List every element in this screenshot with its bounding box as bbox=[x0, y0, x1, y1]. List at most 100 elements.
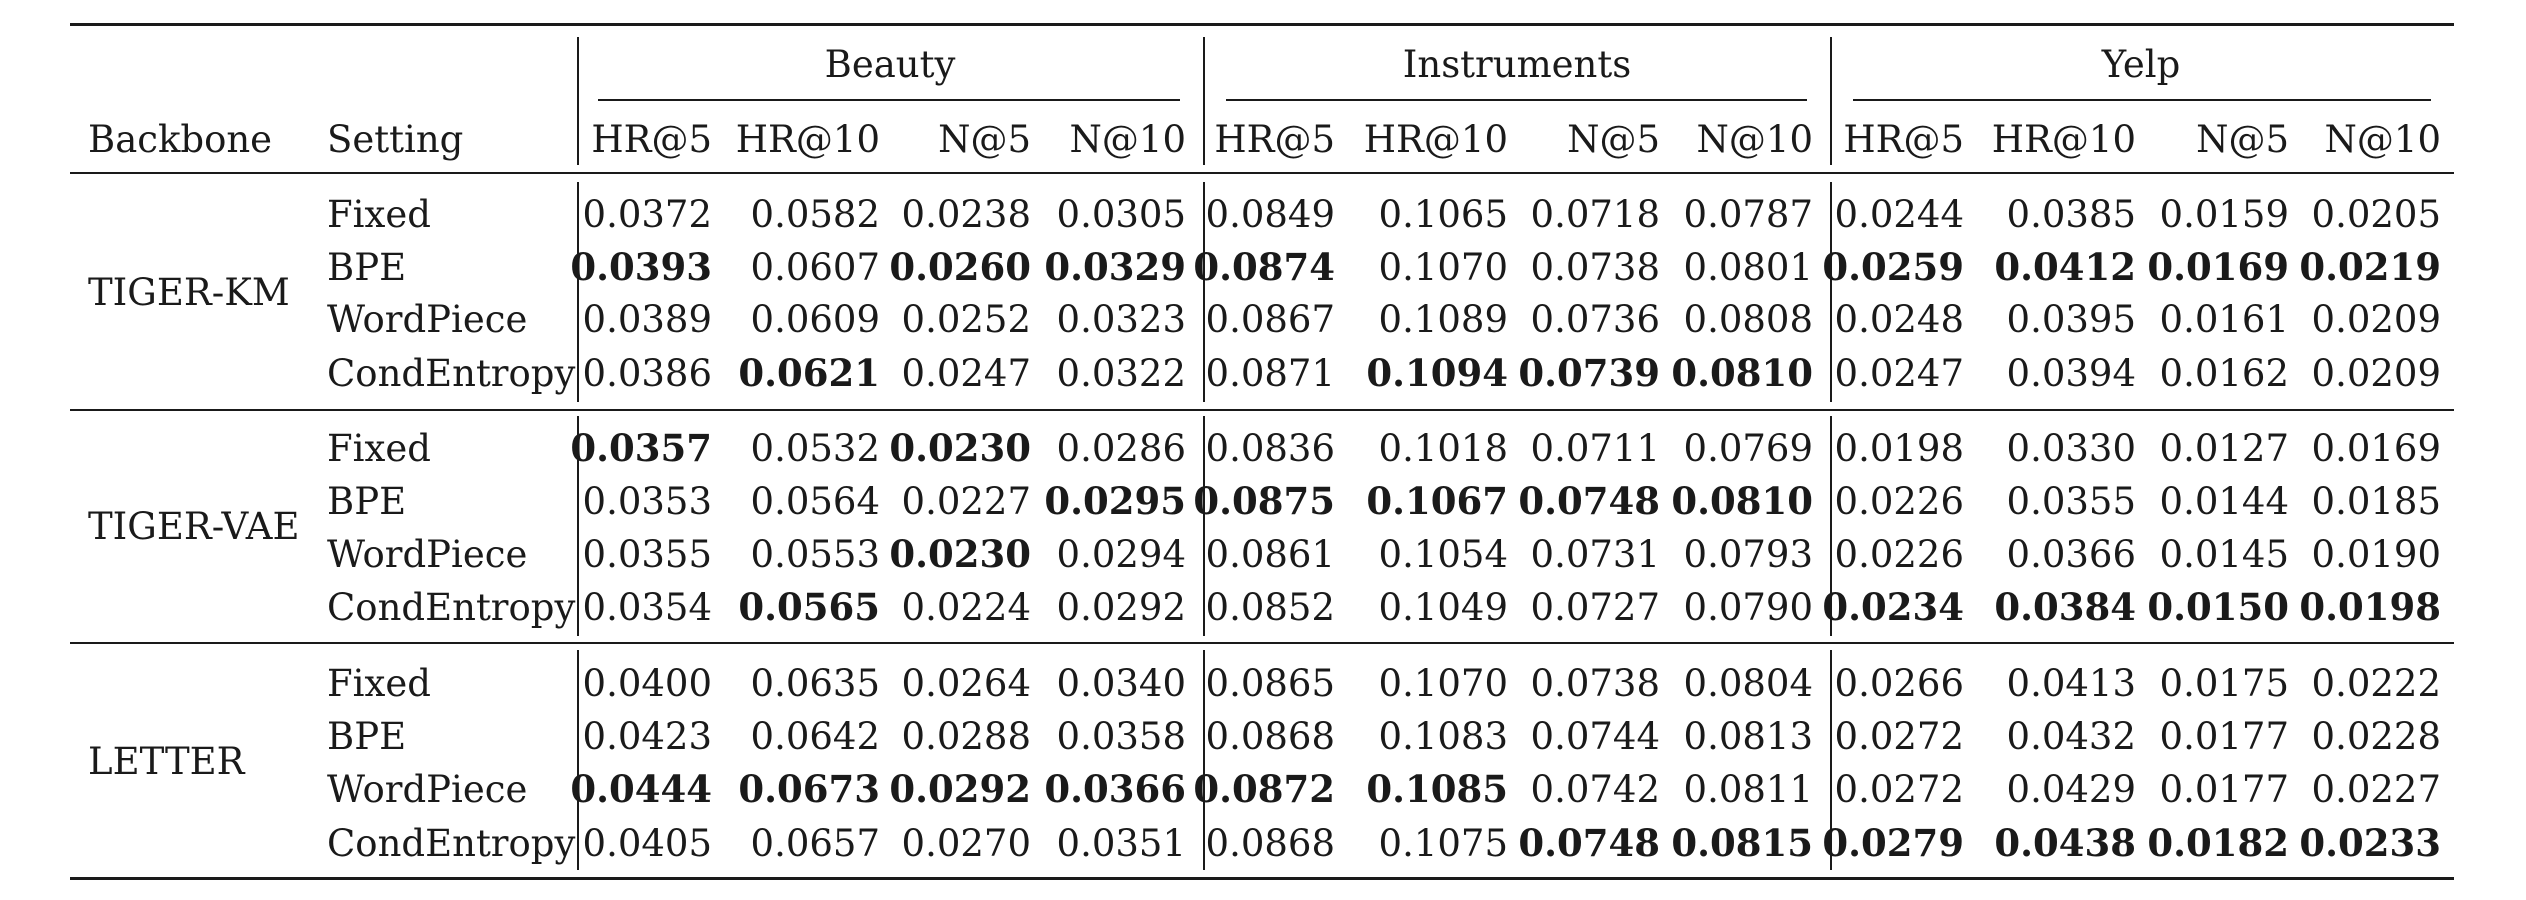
table-cell: 0.0852 bbox=[1205, 586, 1335, 629]
table-cell: 0.0871 bbox=[1205, 352, 1335, 395]
table-cell: 0.0219 bbox=[2299, 245, 2441, 289]
table-cell: 0.0875 bbox=[1193, 479, 1335, 523]
table-cell: 0.0386 bbox=[582, 352, 712, 395]
table-cell: 0.0582 bbox=[750, 193, 880, 236]
table-cell: 0.0329 bbox=[1044, 245, 1186, 289]
table-cell: 0.0209 bbox=[2311, 352, 2441, 395]
table-cell: 0.1049 bbox=[1378, 586, 1508, 629]
block1-vrule-2 bbox=[1203, 182, 1205, 402]
metric-header-nat10-instruments: N@10 bbox=[1696, 118, 1813, 161]
table-cell: 0.0642 bbox=[750, 715, 880, 758]
table-cell: 0.0355 bbox=[2006, 480, 2136, 523]
table-cell: 0.0738 bbox=[1530, 246, 1660, 289]
header-vrule-2 bbox=[1203, 37, 1205, 165]
block3-vrule-2 bbox=[1203, 650, 1205, 870]
metric-header-hrat5-instruments: HR@5 bbox=[1214, 118, 1335, 161]
table-cell: 0.0790 bbox=[1683, 586, 1813, 629]
table-cell: 0.0175 bbox=[2159, 662, 2289, 705]
table-cell: 0.0389 bbox=[582, 298, 712, 341]
table-cell: 0.1067 bbox=[1366, 479, 1508, 523]
table-cell: 0.0718 bbox=[1530, 193, 1660, 236]
setting-label: Fixed bbox=[327, 193, 431, 236]
block-rule-1 bbox=[70, 409, 2454, 411]
table-cell: 0.0224 bbox=[901, 586, 1031, 629]
metric-header-nat10-beauty: N@10 bbox=[1069, 118, 1186, 161]
table-cell: 0.0874 bbox=[1193, 245, 1335, 289]
metric-header-hrat5-yelp: HR@5 bbox=[1843, 118, 1964, 161]
table-cell: 0.0393 bbox=[570, 245, 712, 289]
table-cell: 0.0260 bbox=[889, 245, 1031, 289]
table-cell: 0.1018 bbox=[1378, 427, 1508, 470]
table-cell: 0.0366 bbox=[1044, 767, 1186, 811]
table-cell: 0.0438 bbox=[1994, 821, 2136, 865]
table-cell: 0.0444 bbox=[570, 767, 712, 811]
table-cell: 0.0185 bbox=[2311, 480, 2441, 523]
table-cell: 0.0353 bbox=[582, 480, 712, 523]
top-rule bbox=[70, 23, 2454, 26]
setting-label: WordPiece bbox=[327, 533, 528, 576]
block2-vrule-2 bbox=[1203, 416, 1205, 636]
table-cell: 0.1070 bbox=[1378, 662, 1508, 705]
table-cell: 0.0815 bbox=[1671, 821, 1813, 865]
table-cell: 0.0198 bbox=[2299, 585, 2441, 629]
table-cell: 0.0286 bbox=[1056, 427, 1186, 470]
block2-vrule-3 bbox=[1830, 416, 1832, 636]
table-cell: 0.0266 bbox=[1834, 662, 1964, 705]
table-cell: 0.0161 bbox=[2159, 298, 2289, 341]
table-cell: 0.0423 bbox=[582, 715, 712, 758]
table-cell: 0.0292 bbox=[889, 767, 1031, 811]
table-cell: 0.0230 bbox=[889, 426, 1031, 470]
table-cell: 0.0169 bbox=[2311, 427, 2441, 470]
table-cell: 0.0865 bbox=[1205, 662, 1335, 705]
table-cell: 0.0742 bbox=[1530, 768, 1660, 811]
table-cell: 0.0405 bbox=[582, 822, 712, 865]
table-cell: 0.1094 bbox=[1366, 351, 1508, 395]
setting-label: WordPiece bbox=[327, 298, 528, 341]
table-cell: 0.0238 bbox=[901, 193, 1031, 236]
table-cell: 0.0227 bbox=[901, 480, 1031, 523]
table-cell: 0.0736 bbox=[1530, 298, 1660, 341]
table-cell: 0.0813 bbox=[1683, 715, 1813, 758]
backbone-label: TIGER-VAE bbox=[88, 505, 300, 548]
setting-label: CondEntropy bbox=[327, 586, 576, 629]
table-cell: 0.0162 bbox=[2159, 352, 2289, 395]
group-header-beauty: Beauty bbox=[824, 43, 956, 86]
table-cell: 0.0810 bbox=[1671, 479, 1813, 523]
table-cell: 0.1065 bbox=[1378, 193, 1508, 236]
table-cell: 0.1083 bbox=[1378, 715, 1508, 758]
table-cell: 0.0169 bbox=[2147, 245, 2289, 289]
table-cell: 0.0234 bbox=[1822, 585, 1964, 629]
backbone-label: LETTER bbox=[88, 740, 245, 783]
table-cell: 0.0305 bbox=[1056, 193, 1186, 236]
table-cell: 0.0259 bbox=[1822, 245, 1964, 289]
backbone-header: Backbone bbox=[88, 118, 273, 161]
block1-vrule-1 bbox=[577, 182, 579, 402]
setting-label: BPE bbox=[327, 246, 407, 289]
metric-header-hrat10-instruments: HR@10 bbox=[1363, 118, 1508, 161]
table-cell: 0.0226 bbox=[1834, 533, 1964, 576]
group-underline-3 bbox=[1853, 99, 2431, 101]
table-cell: 0.0412 bbox=[1994, 245, 2136, 289]
group-underline-2 bbox=[1226, 99, 1807, 101]
table-cell: 0.0609 bbox=[750, 298, 880, 341]
table-cell: 0.0127 bbox=[2159, 427, 2289, 470]
group-underline-1 bbox=[598, 99, 1180, 101]
table-cell: 0.0145 bbox=[2159, 533, 2289, 576]
table-cell: 0.0804 bbox=[1683, 662, 1813, 705]
group-header-instruments: Instruments bbox=[1402, 43, 1632, 86]
header-vrule-3 bbox=[1830, 37, 1832, 165]
table-cell: 0.0621 bbox=[738, 351, 880, 395]
table-cell: 0.0400 bbox=[582, 662, 712, 705]
setting-label: CondEntropy bbox=[327, 822, 576, 865]
table-cell: 0.0711 bbox=[1530, 427, 1660, 470]
table-cell: 0.0738 bbox=[1530, 662, 1660, 705]
table-cell: 0.0351 bbox=[1056, 822, 1186, 865]
table-cell: 0.1054 bbox=[1378, 533, 1508, 576]
table-cell: 0.0748 bbox=[1518, 821, 1660, 865]
table-cell: 0.0228 bbox=[2311, 715, 2441, 758]
table-cell: 0.0635 bbox=[750, 662, 880, 705]
table-cell: 0.0731 bbox=[1530, 533, 1660, 576]
table-cell: 0.0872 bbox=[1193, 767, 1335, 811]
setting-label: Fixed bbox=[327, 662, 431, 705]
table-cell: 0.0793 bbox=[1683, 533, 1813, 576]
